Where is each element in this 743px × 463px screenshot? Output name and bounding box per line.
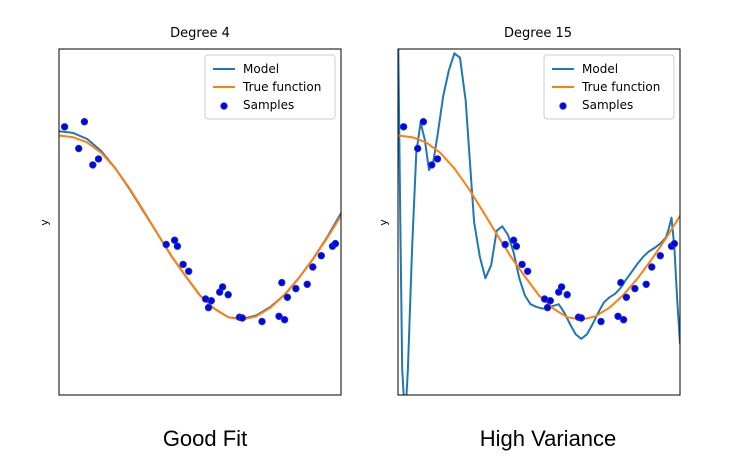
sample-point [523,267,532,275]
sample-point [292,284,300,293]
legend-box [543,54,675,120]
sample-point [204,303,213,312]
legend-swatch-samples [559,102,567,110]
sample-point [331,239,340,248]
sample-point [184,267,193,275]
chart-degree-4: Model True function Samples [58,48,342,396]
sample-point [399,123,408,131]
axes-frame [397,48,681,396]
sample-point [170,236,179,244]
sample-point [179,260,187,269]
sample-point [433,155,442,163]
legend-label-true-function: True function [581,80,660,94]
sample-point [622,293,631,301]
legend-label-true-function: True function [242,80,321,94]
sample-point [414,144,422,153]
sample-point [619,316,628,324]
sample-point [280,316,289,324]
chart-degree-15: Model True function Samples [397,48,681,396]
sample-point [543,303,552,312]
sample-point [89,161,97,169]
sample-point [275,312,283,320]
sample-point [557,283,566,291]
axes-frame [58,48,342,396]
sample-point [303,280,311,288]
sample-point [224,290,232,299]
legend-swatch-samples [220,102,228,110]
sample-point [283,293,292,301]
sample-point [648,263,656,271]
sample-point [419,117,428,126]
caption-good-fit: Good Fit [162,426,248,451]
sample-point [546,296,554,305]
sample-point [670,239,679,248]
sample-point [631,284,639,293]
sample-point [501,240,509,249]
sample-point [512,242,521,250]
caption-high-variance: High Variance [479,426,617,451]
legend: Model True function Samples [543,54,675,120]
sample-point [614,312,622,320]
sample-point [317,251,325,260]
true-function-line [398,134,680,321]
legend-label-model: Model [243,62,279,76]
sample-point [94,155,103,163]
sample-point [218,283,227,291]
legend-label-model: Model [582,62,618,76]
legend-label-samples: Samples [582,98,633,112]
sample-point [563,290,571,299]
sample-point [162,240,170,249]
legend-label-samples: Samples [243,98,294,112]
sample-point [617,278,625,287]
sample-point [642,280,650,288]
sample-point [597,317,605,326]
sample-point [577,314,585,322]
plot-area [59,117,341,326]
sample-point [258,317,266,326]
y-axis-label-right: y [376,219,390,226]
sample-point [173,242,182,250]
legend: Model True function Samples [204,54,336,120]
sample-point [60,123,69,131]
y-axis-label-left: y [37,219,51,226]
true-function-line [59,134,341,321]
chart-title-degree-15: Degree 15 [504,26,572,41]
sample-point [278,278,286,287]
sample-point [656,251,664,260]
sample-point [238,314,246,322]
sample-point [428,161,436,169]
legend-box [204,54,336,120]
chart-title-degree-4: Degree 4 [170,26,230,41]
sample-point [80,117,89,126]
sample-point [75,144,83,153]
plot-area [398,49,680,395]
sample-point [309,263,317,271]
sample-point [509,236,518,244]
sample-point [518,260,526,269]
sample-point [207,296,215,305]
